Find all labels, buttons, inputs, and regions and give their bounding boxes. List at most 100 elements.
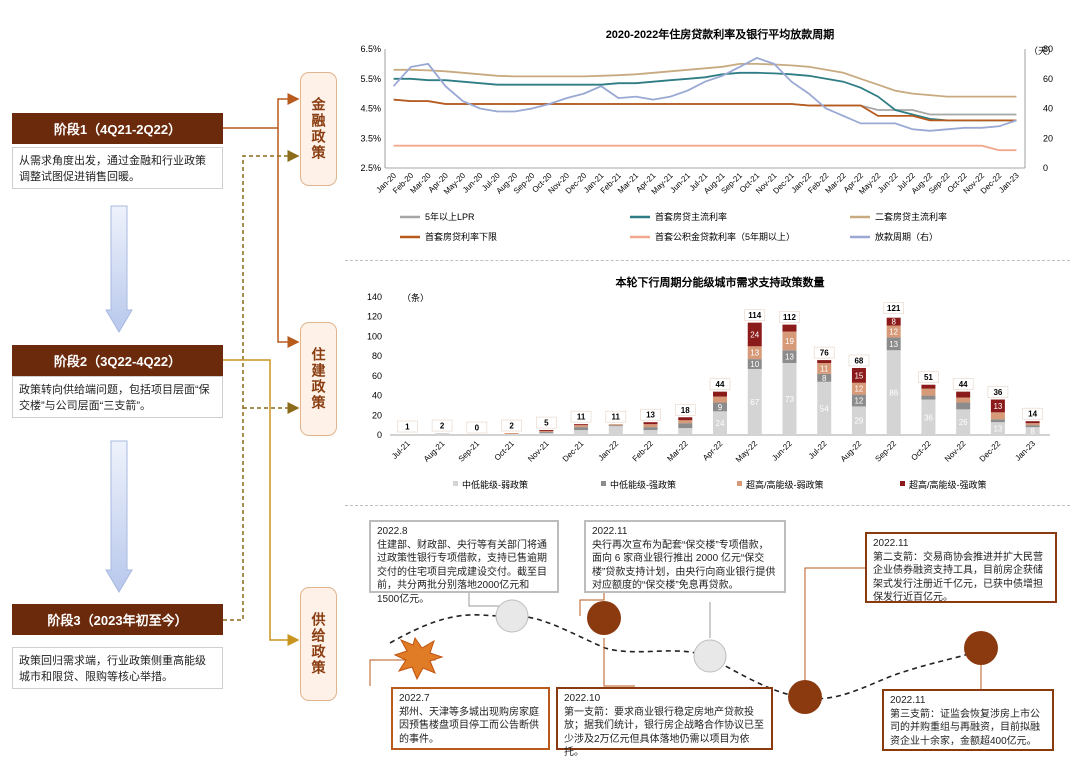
x-tick-label: Aug-22 xyxy=(839,439,864,464)
stage-3-desc: 政策回归需求端，行业政策侧重高能级城市和限贷、限购等核心举措。 xyxy=(12,647,223,689)
timeline-node xyxy=(788,680,822,714)
stage-connectors xyxy=(105,93,300,646)
event-2022-11-a: 2022.11 央行再次宣布为配套“保交楼”专项借款，面向 6 家商业银行推出 2… xyxy=(584,520,786,593)
policy-supply: 供给政策 xyxy=(300,587,337,701)
bar-segment xyxy=(1025,425,1040,428)
bar-segment xyxy=(1025,427,1040,435)
x-tick-label: Jul-22 xyxy=(807,439,829,461)
bar-segment xyxy=(851,406,866,435)
total-label-box xyxy=(779,311,800,323)
bar-segment xyxy=(608,425,623,427)
segment-label: 10 xyxy=(750,360,759,369)
bar-segment xyxy=(817,381,832,435)
bar-segment xyxy=(782,324,797,332)
total-label-box xyxy=(987,386,1009,398)
bar-segment xyxy=(539,430,554,432)
y-right-unit: （天） xyxy=(1029,46,1056,56)
series-line xyxy=(392,56,1017,132)
total-label: 11 xyxy=(612,413,621,422)
segment-label: 15 xyxy=(854,371,863,380)
x-tick-label: Feb-22 xyxy=(631,439,656,464)
total-label-box xyxy=(570,410,592,423)
bar-segment xyxy=(990,412,1005,420)
total-label-box xyxy=(813,346,835,359)
bar-segment xyxy=(678,420,693,424)
bar-segment xyxy=(747,368,762,435)
x-tick-label: Apr-22 xyxy=(701,439,725,463)
series-line xyxy=(393,144,1017,152)
bar-segment xyxy=(886,325,901,338)
bar-segment xyxy=(990,422,1005,435)
bar-segment xyxy=(886,317,901,326)
segment-label: 24 xyxy=(716,419,725,428)
total-label: 76 xyxy=(820,349,829,358)
total-label-box xyxy=(431,419,453,432)
down-arrow-1 xyxy=(105,205,133,333)
bar-segment xyxy=(956,397,971,403)
total-label: 1 xyxy=(405,423,410,432)
bar-segment xyxy=(539,432,554,434)
bar-segment xyxy=(956,391,971,398)
total-label: 11 xyxy=(577,413,586,422)
total-label-box xyxy=(466,421,488,434)
bar-chart-title: 本轮下行周期分能级城市需求支持政策数量 xyxy=(616,275,825,289)
bar-segment xyxy=(1025,421,1040,424)
total-label-box xyxy=(640,408,661,421)
stage-1-desc: 从需求角度出发，通过金融和行业政策调整试图促进销售回暖。 xyxy=(12,147,223,189)
total-label: 2 xyxy=(440,422,445,431)
bar-segment xyxy=(713,391,727,397)
total-label: 51 xyxy=(924,373,933,382)
timeline-node xyxy=(693,639,727,673)
y-tick: 20 xyxy=(372,410,382,420)
segment-label: 19 xyxy=(785,337,794,346)
segment-label: 13 xyxy=(993,425,1002,434)
x-tick-label: Jun-22 xyxy=(770,439,794,463)
segment-label: 8 xyxy=(822,374,827,383)
y-tick: 60 xyxy=(372,371,382,381)
bar-segment xyxy=(851,394,866,407)
segment-label: 67 xyxy=(750,398,759,407)
x-tick-label: Oct-21 xyxy=(493,439,517,463)
x-tick-label: Nov-21 xyxy=(526,439,551,464)
stage-3-title: 阶段3（2023年初至今） xyxy=(12,604,223,635)
total-label-box xyxy=(744,309,766,321)
bar-segment xyxy=(782,350,797,364)
segment-label: 11 xyxy=(820,364,829,373)
bar-segment xyxy=(990,399,1005,413)
legend-label: 5年以上LPR xyxy=(425,211,475,222)
stage-2-title: 阶段2（3Q22-4Q22） xyxy=(12,345,223,376)
bar-segment xyxy=(921,399,936,435)
y-right-tick: 80 xyxy=(1043,44,1053,54)
bar-segment xyxy=(817,373,832,382)
bar-segment xyxy=(574,425,589,428)
segment-label: 8 xyxy=(891,318,896,327)
bar-segment xyxy=(713,402,727,412)
bar-segment xyxy=(643,430,658,435)
legend-swatch xyxy=(737,481,742,486)
y-left-tick: 6.5% xyxy=(360,44,381,54)
legend-swatch xyxy=(601,481,606,486)
y-unit: （条） xyxy=(402,292,429,303)
x-tick-label: Aug-21 xyxy=(422,439,447,464)
bar-segment xyxy=(608,424,623,426)
event-2022-8: 2022.8 住建部、财政部、央行等有关部门将通过政策性银行专项借款，支持已售逾期… xyxy=(369,520,559,605)
timeline xyxy=(369,567,998,714)
y-right-tick: 40 xyxy=(1043,104,1053,114)
legend-label: 二套房贷主流利率 xyxy=(875,211,947,222)
segment-label: 86 xyxy=(889,389,898,398)
segment-label: 24 xyxy=(750,330,759,339)
legend-label: 中低能级-弱政策 xyxy=(462,479,528,490)
bar-segment xyxy=(678,423,693,429)
y-tick: 0 xyxy=(377,430,382,440)
y-tick: 120 xyxy=(367,312,382,322)
line-chart: 2020-2022年住房贷款利率及银行平均放款周期 2.5% 3.5% 4.5% 5.5… xyxy=(360,27,1056,242)
y-left-tick: 3.5% xyxy=(360,133,381,143)
x-tick-label: Mar-22 xyxy=(665,439,690,464)
x-tick-label: Jun-22 xyxy=(876,171,900,195)
total-label-box xyxy=(501,419,522,432)
event-2022-7: 2022.7 郑州、天津等多城出现购房家庭因预售楼盘项目停工而公告断供的事件。 xyxy=(391,687,550,750)
bar-segment xyxy=(921,384,936,389)
down-arrow-2 xyxy=(105,440,133,593)
bar-segment xyxy=(782,363,797,435)
total-label-box xyxy=(1022,407,1043,420)
